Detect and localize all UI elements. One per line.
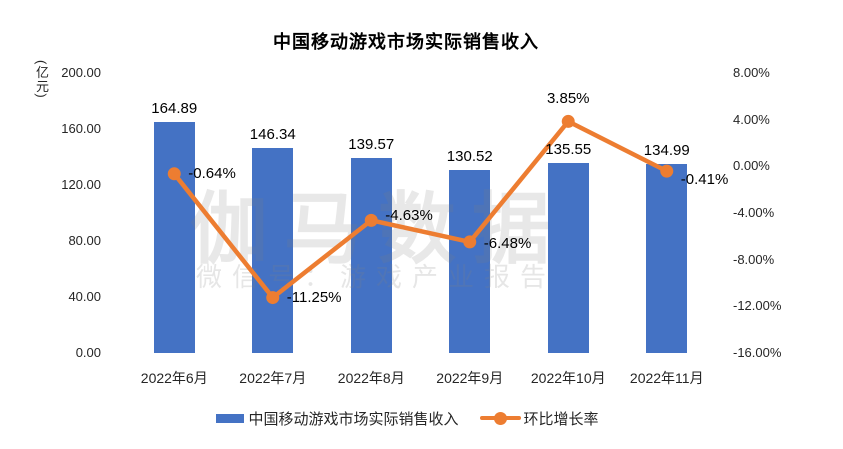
bar-value-label: 139.57 bbox=[348, 135, 395, 153]
x-axis-label: 2022年8月 bbox=[337, 370, 405, 386]
line-marker-icon bbox=[493, 411, 507, 425]
left-axis-tick: 160.00 bbox=[61, 121, 101, 136]
right-axis-tick: -16.00% bbox=[733, 345, 782, 360]
watermark-text: 伽马数据 bbox=[190, 185, 567, 273]
line-point-marker bbox=[561, 114, 575, 128]
line-value-label: -11.25% bbox=[286, 288, 342, 306]
x-axis-label: 2022年6月 bbox=[140, 370, 208, 386]
line-segment bbox=[172, 119, 669, 300]
legend-item-revenue: 中国移动游戏市场实际销售收入 bbox=[216, 408, 459, 429]
x-axis-label: 2022年9月 bbox=[436, 370, 504, 386]
bar-value-label: 164.89 bbox=[151, 100, 198, 118]
right-axis-tick: 4.00% bbox=[733, 111, 770, 127]
line-value-label: -4.63% bbox=[385, 207, 433, 225]
legend-label-growth-rate: 环比增长率 bbox=[523, 410, 599, 428]
line-value-label: -6.48% bbox=[483, 234, 532, 252]
line-point-marker bbox=[266, 291, 280, 305]
right-axis-tick: 8.00% bbox=[733, 65, 770, 80]
line-point-marker bbox=[463, 235, 477, 249]
bar bbox=[252, 148, 294, 353]
x-axis-label: 2022年7月 bbox=[239, 370, 307, 386]
bar-value-label: 130.52 bbox=[446, 148, 493, 166]
right-axis-tick: -4.00% bbox=[733, 205, 775, 220]
right-axis-tick: -8.00% bbox=[733, 251, 775, 267]
line-value-label: -0.41% bbox=[680, 171, 729, 189]
x-axis-label: 2022年10月 bbox=[530, 370, 606, 386]
left-axis-tick: 200.00 bbox=[61, 65, 101, 80]
bar bbox=[646, 164, 688, 353]
line-value-label: -0.64% bbox=[188, 164, 236, 182]
line-point-marker bbox=[660, 164, 674, 178]
legend-label-revenue: 中国移动游戏市场实际销售收入 bbox=[248, 410, 459, 428]
line-value-label: 3.85% bbox=[546, 90, 590, 108]
left-axis-tick: 80.00 bbox=[68, 233, 101, 248]
line-point-marker bbox=[167, 167, 181, 181]
x-axis-label: 2022年11月 bbox=[629, 370, 704, 386]
bar bbox=[153, 122, 195, 353]
left-axis-unit-label: (亿元) bbox=[34, 60, 49, 99]
bar bbox=[547, 163, 589, 353]
right-axis-tick: -12.00% bbox=[733, 298, 782, 314]
left-axis-tick: 120.00 bbox=[61, 177, 101, 192]
legend-item-growth-rate: 环比增长率 bbox=[479, 408, 599, 429]
left-axis-tick: 0.00 bbox=[75, 345, 101, 360]
bar bbox=[449, 170, 491, 353]
bar-value-label: 135.55 bbox=[545, 141, 592, 159]
bar-value-label: 146.34 bbox=[249, 126, 296, 144]
bar bbox=[350, 157, 392, 353]
chart-title: 中国移动游戏市场实际销售收入 bbox=[273, 32, 539, 52]
line-series-swatch-icon bbox=[479, 411, 521, 425]
bar-value-label: 134.99 bbox=[643, 142, 690, 159]
bar-series-swatch-icon bbox=[216, 413, 245, 423]
left-axis-tick: 40.00 bbox=[68, 289, 101, 304]
line-point-marker bbox=[364, 213, 378, 227]
legend: 中国移动游戏市场实际销售收入 环比增长率 bbox=[0, 408, 815, 428]
right-axis-tick: 0.00% bbox=[733, 158, 770, 174]
